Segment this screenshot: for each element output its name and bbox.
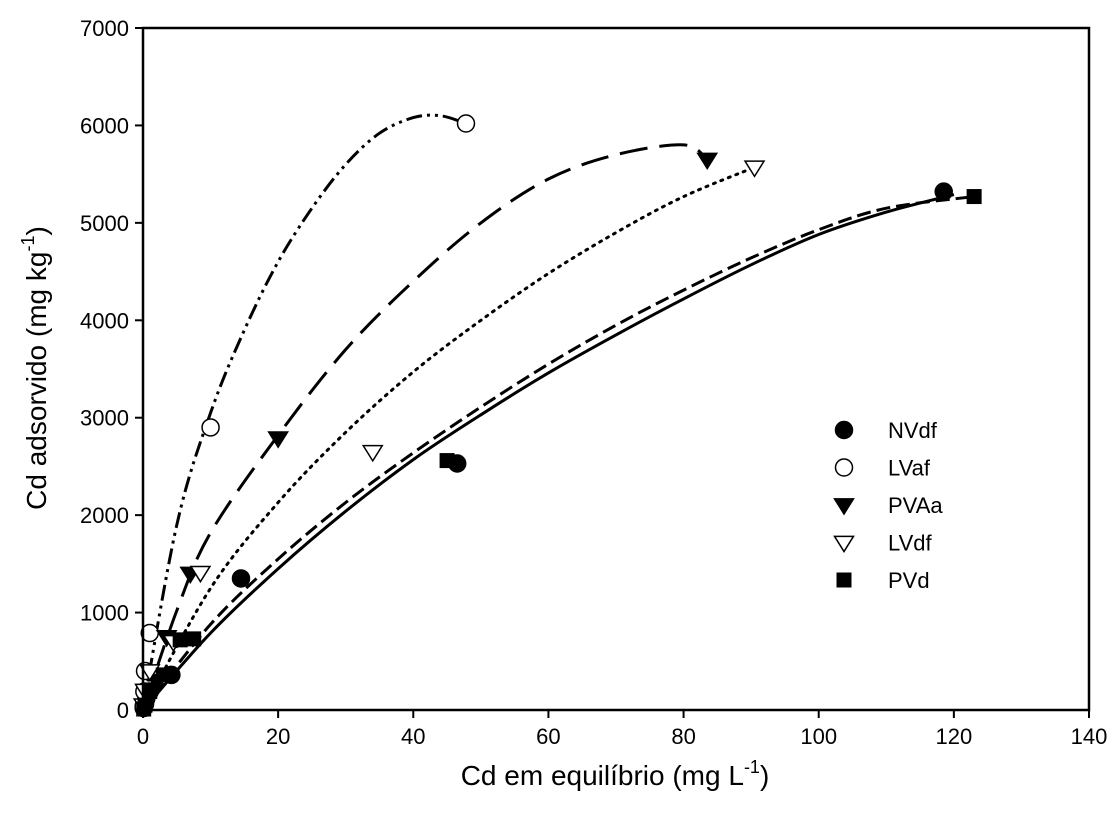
- data-point-pvd-2: [142, 683, 158, 699]
- legend-label-pvd: PVd: [888, 568, 930, 593]
- legend-marker-lvdf: [833, 535, 855, 553]
- chart-marks: [132, 113, 982, 718]
- data-point-nvdf-5: [231, 569, 251, 588]
- x-tick-label: 120: [935, 724, 972, 749]
- data-point-pvaa-4: [267, 431, 289, 449]
- legend-marker-lvaf: [834, 458, 854, 477]
- data-point-pvd-6: [439, 453, 455, 469]
- data-point-lvdf-2: [138, 664, 161, 682]
- y-axis-label: Cd adsorvido (mg kg-1): [18, 226, 52, 510]
- y-tick-label: 1000: [80, 601, 129, 626]
- fit-curve-pvd: [141, 195, 975, 711]
- data-point-lvaf-4: [201, 418, 220, 437]
- x-axis-label: Cd em equilíbrio (mg L-1): [461, 757, 770, 791]
- legend-label-nvdf: NVdf: [888, 418, 938, 443]
- plot-frame: [141, 26, 1091, 712]
- fit-curve-pvaa: [141, 143, 709, 711]
- data-point-lvdf-4: [189, 565, 212, 584]
- x-axis-label-sup: -1: [744, 757, 760, 777]
- data-point-pvd-5: [186, 631, 202, 647]
- y-tick-label: 0: [117, 698, 129, 723]
- x-tick-label: 60: [536, 724, 560, 749]
- legend-marker-nvdf: [834, 420, 854, 440]
- y-tick-label: 5000: [80, 211, 129, 236]
- data-point-lvdf-5: [361, 444, 384, 463]
- x-tick-label: 0: [137, 724, 149, 749]
- fit-curve-nvdf: [141, 193, 955, 711]
- y-axis-label-main: Cd adsorvido (mg kg: [21, 252, 52, 510]
- data-point-nvdf-7: [934, 182, 953, 201]
- y-tick-label: 3000: [80, 406, 129, 431]
- y-tick-label: 2000: [80, 503, 129, 528]
- axis-ticks: 0 20 40 60 80 100 120 140 0 1000 2000 3000 4000 5000 6…: [80, 16, 1107, 749]
- x-axis-label-main: Cd em equilíbrio (mg L: [461, 760, 744, 791]
- x-tick-label: 80: [671, 724, 695, 749]
- data-point-pvd-7: [966, 189, 982, 205]
- x-tick-label: 100: [800, 724, 837, 749]
- fit-curve-lvaf: [141, 113, 467, 711]
- y-tick-label: 6000: [80, 113, 129, 138]
- legend-label-pvaa: PVAa: [888, 493, 943, 518]
- fit-curve-lvdf: [141, 165, 756, 712]
- data-point-lvaf-5: [456, 114, 476, 133]
- legend-label-lvdf: LVdf: [888, 531, 933, 556]
- data-point-pvd-3: [155, 667, 171, 683]
- data-point-pvd-4: [172, 632, 188, 648]
- x-axis-label-tail: ): [760, 760, 769, 791]
- y-axis-label-sup: -1: [18, 235, 38, 251]
- x-tick-label: 140: [1071, 724, 1108, 749]
- data-point-lvdf-6: [743, 160, 766, 178]
- x-tick-label: 40: [401, 724, 425, 749]
- legend: NVdf LVaf PVAa LVdf PVd: [833, 418, 943, 593]
- legend-marker-pvd: [836, 572, 852, 588]
- y-axis-label-tail: ): [21, 226, 52, 235]
- y-tick-label: 7000: [80, 16, 129, 41]
- data-point-pvaa-5: [696, 152, 719, 170]
- x-tick-label: 20: [266, 724, 290, 749]
- y-tick-label: 4000: [80, 308, 129, 333]
- legend-label-lvaf: LVaf: [888, 456, 931, 481]
- legend-marker-pvaa: [833, 498, 855, 516]
